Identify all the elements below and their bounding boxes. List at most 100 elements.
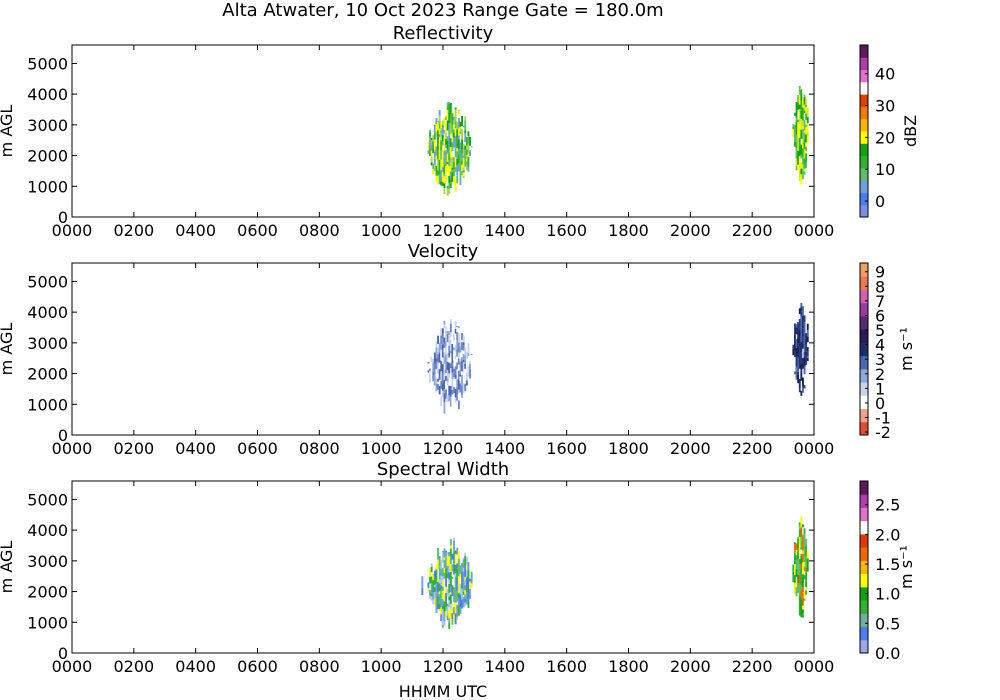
y-tick-label: 0 <box>58 644 68 663</box>
y-tick-label: 5000 <box>27 490 68 509</box>
x-tick-label: 1800 <box>608 439 649 458</box>
x-tick-label: 2000 <box>670 657 711 676</box>
x-tick-label: 2000 <box>670 221 711 240</box>
colorbar-label: dBZ <box>901 115 920 147</box>
colorbar-tick-label: 5 <box>875 321 885 340</box>
colorbar-tick-label: 8 <box>875 277 885 296</box>
y-tick-label: 2000 <box>27 365 68 384</box>
colorbar-label: m s⁻¹ <box>897 327 916 371</box>
x-tick-label: 0600 <box>237 439 278 458</box>
x-tick-label: 1800 <box>608 221 649 240</box>
panel-spectral-width: Spectral Width 0000 0200 0400 0600 0800 1000 12… <box>0 459 916 676</box>
y-tick-label: 5000 <box>27 54 68 73</box>
x-tick-label: 1600 <box>546 439 587 458</box>
colorbar-tick-label: -1 <box>875 409 891 428</box>
data-mask <box>424 302 809 414</box>
colorbar-tick-label: 0.0 <box>875 644 900 663</box>
colorbar-tick-label: 4 <box>875 336 885 355</box>
colorbar-tick-label: 6 <box>875 306 885 325</box>
y-tick-label: 4000 <box>27 85 68 104</box>
x-tick-label: 0200 <box>113 439 154 458</box>
x-tick-label: 1400 <box>484 221 525 240</box>
y-tick-label: 4000 <box>27 521 68 540</box>
x-tick-label: 0400 <box>175 439 216 458</box>
colorbar-tick-label: 0 <box>875 192 885 211</box>
colorbar-tick-label: 1.5 <box>875 555 900 574</box>
x-tick-label: 0800 <box>299 439 340 458</box>
y-tick-label: 1000 <box>27 395 68 414</box>
panel-title: Reflectivity <box>393 23 494 44</box>
x-tick-label: 0600 <box>237 657 278 676</box>
data-mask <box>427 85 809 196</box>
colorbar-label: m s⁻¹ <box>897 545 916 589</box>
echo-cluster <box>427 102 473 196</box>
colorbar-tick-label: 0.5 <box>875 614 900 633</box>
y-tick-label: 2000 <box>27 583 68 602</box>
colorbar-tick-label: 2.5 <box>875 496 900 515</box>
figure-title: Alta Atwater, 10 Oct 2023 Range Gate = 1… <box>222 0 663 21</box>
colorbar-tick-label: 1.0 <box>875 585 900 604</box>
x-tick-label: 1000 <box>361 657 402 676</box>
x-tick-label: 1400 <box>484 439 525 458</box>
echo-cluster <box>427 537 473 629</box>
colorbar-tick-label: -2 <box>875 423 891 442</box>
colorbar-tick-label: 3 <box>875 350 885 369</box>
echo-cluster <box>792 302 809 396</box>
echo-cluster <box>424 374 427 377</box>
colorbar: 0.0 0.5 1.0 1.5 2.0 2.5 m s⁻¹ <box>859 480 916 663</box>
y-tick-label: 4000 <box>27 303 68 322</box>
x-tick-label: 2200 <box>732 221 773 240</box>
echo-cluster <box>792 516 809 618</box>
y-tick-label: 3000 <box>27 552 68 571</box>
x-tick-label: 1600 <box>546 657 587 676</box>
echo-cluster <box>792 85 809 185</box>
x-tick-label: 2200 <box>732 439 773 458</box>
x-axis-label: HHMM UTC <box>399 682 487 700</box>
y-tick-label: 0 <box>58 208 68 227</box>
colorbar-tick-label: 10 <box>875 160 895 179</box>
colorbar-tick-label: 2.0 <box>875 525 900 544</box>
x-tick-label: 0200 <box>113 657 154 676</box>
y-tick-label: 3000 <box>27 116 68 135</box>
x-tick-label: 0000 <box>794 439 835 458</box>
x-tick-label: 1000 <box>361 221 402 240</box>
x-tick-label: 0000 <box>52 221 93 240</box>
x-tick-label: 1200 <box>423 657 464 676</box>
x-tick-label: 0400 <box>175 657 216 676</box>
x-tick-label: 1000 <box>361 439 402 458</box>
x-tick-label: 0000 <box>794 657 835 676</box>
x-tick-label: 1200 <box>423 221 464 240</box>
x-tick-label: 0400 <box>175 221 216 240</box>
y-tick-label: 0 <box>58 426 68 445</box>
colorbar-tick-label: 2 <box>875 365 885 384</box>
colorbar-tick-label: 0 <box>875 394 885 413</box>
x-tick-label: 0800 <box>299 221 340 240</box>
y-axis-label: m AGL <box>0 105 16 158</box>
colorbar-tick-label: 1 <box>875 379 885 398</box>
y-tick-label: 5000 <box>27 272 68 291</box>
colorbar-tick-label: 30 <box>875 97 895 116</box>
echo-cluster <box>427 319 473 414</box>
y-tick-label: 1000 <box>27 613 68 632</box>
x-tick-label: 2000 <box>670 439 711 458</box>
y-axis-label: m AGL <box>0 323 16 376</box>
y-tick-label: 3000 <box>27 334 68 353</box>
x-tick-label: 0000 <box>52 439 93 458</box>
x-tick-label: 0000 <box>794 221 835 240</box>
x-tick-label: 0600 <box>237 221 278 240</box>
x-tick-label: 0000 <box>52 657 93 676</box>
colorbar-tick-label: 40 <box>875 65 895 84</box>
echo-cluster <box>421 576 424 595</box>
colorbar-tick-label: 7 <box>875 292 885 311</box>
panel-title: Spectral Width <box>377 459 509 480</box>
x-tick-label: 1600 <box>546 221 587 240</box>
x-tick-label: 1400 <box>484 657 525 676</box>
colorbar: 0 10 20 30 40 dBZ <box>859 44 920 218</box>
colorbar-tick-label: 9 <box>875 263 885 282</box>
y-tick-label: 2000 <box>27 147 68 166</box>
